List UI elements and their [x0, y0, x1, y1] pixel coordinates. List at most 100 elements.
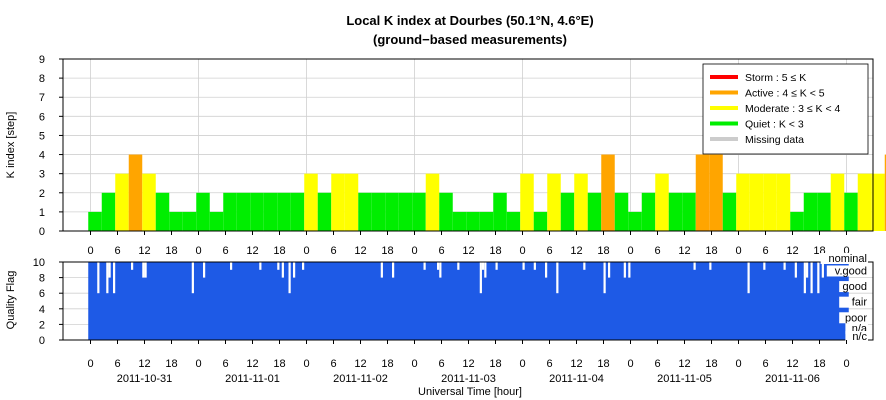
k-bar [88, 211, 102, 231]
quality-dip [495, 262, 498, 270]
k-x-tick-label: 0 [87, 245, 93, 257]
k-x-tick-label: 6 [762, 245, 768, 257]
k-x-tick-label: 0 [303, 245, 309, 257]
k-bar [722, 192, 737, 231]
q-x-tick-label: 18 [273, 358, 285, 370]
quality-dip [794, 262, 797, 278]
q-x-tick-label: 12 [246, 358, 258, 370]
k-x-tick-label: 18 [597, 245, 609, 257]
quality-dip [709, 262, 712, 270]
q-y-tick-label: 8 [39, 273, 45, 285]
q-x-tick-label: 0 [735, 358, 741, 370]
quality-dip [628, 262, 631, 278]
k-bar [290, 192, 305, 231]
k-bar [776, 173, 791, 231]
k-bar [196, 192, 210, 231]
k-bar [574, 173, 588, 231]
k-bar [412, 192, 426, 231]
quality-dip [817, 262, 820, 294]
quality-dip [437, 262, 440, 270]
q-x-tick-label: 18 [381, 358, 393, 370]
k-y-tick-label: 6 [39, 111, 45, 123]
q-x-tick-label: 18 [489, 358, 501, 370]
legend-label-active: Active : 4 ≤ K < 5 [745, 88, 825, 100]
quality-level-bg [845, 323, 868, 335]
date-label: 2011-11-04 [549, 373, 604, 385]
k-bar [169, 211, 183, 231]
k-bar [871, 173, 885, 231]
quality-dip [545, 262, 548, 278]
x-axis-label: Universal Time [hour] [418, 386, 522, 398]
q-x-tick-label: 0 [519, 358, 525, 370]
k-x-tick-label: 6 [546, 245, 552, 257]
k-bar [830, 173, 845, 231]
k-bar [128, 154, 143, 231]
quality-level-label: good [843, 281, 867, 293]
quality-dip [533, 262, 536, 270]
q-x-tick-label: 0 [411, 358, 417, 370]
quality-dip [302, 262, 305, 270]
quality-dip [484, 262, 487, 278]
q-x-tick-label: 6 [330, 358, 336, 370]
quality-dip [113, 262, 116, 294]
q-y-tick-label: 10 [33, 257, 45, 269]
k-bar [560, 192, 575, 231]
quality-dip [281, 262, 284, 278]
q-x-tick-label: 12 [462, 358, 474, 370]
quality-dip [803, 262, 806, 294]
k-x-tick-label: 0 [195, 245, 201, 257]
quality-dip [556, 262, 559, 294]
quality-level-label: n/c [852, 331, 867, 343]
k-bar [682, 192, 696, 231]
q-x-tick-label: 0 [87, 358, 93, 370]
k-x-tick-label: 18 [381, 245, 393, 257]
k-x-tick-label: 6 [330, 245, 336, 257]
quality-dip [230, 262, 233, 270]
k-bar [277, 192, 291, 231]
legend-label-moderate: Moderate : 3 ≤ K < 4 [745, 103, 841, 115]
k-x-tick-label: 0 [627, 245, 633, 257]
k-bar [223, 192, 237, 231]
k-y-tick-label: 1 [39, 207, 45, 219]
date-labels: 2011-10-31 2011-11-01 2011-11-02 2011-11-03… [117, 373, 820, 385]
quality-dip [131, 262, 134, 270]
q-x-tick-label: 6 [762, 358, 768, 370]
date-label: 2011-11-01 [225, 373, 280, 385]
k-bar [425, 173, 440, 231]
date-label: 2011-11-06 [765, 373, 820, 385]
k-x-tick-label: 12 [354, 245, 366, 257]
q-x-tick-label: 6 [222, 358, 228, 370]
k-y-tick-label: 7 [39, 92, 45, 104]
quality-dip [439, 262, 442, 278]
quality-dip [763, 262, 766, 270]
k-x-tick-label: 6 [222, 245, 228, 257]
chart-subtitle: (ground−based measurements) [373, 32, 567, 47]
k-y-tick-label: 8 [39, 73, 45, 85]
k-bar [601, 154, 615, 231]
q-x-tick-label: 12 [786, 358, 798, 370]
q-x-tick-label: 12 [354, 358, 366, 370]
k-index-y-axis-label: K index [step] [5, 112, 17, 179]
quality-dip [259, 262, 262, 270]
k-bar [452, 211, 467, 231]
quality-dip [747, 262, 750, 294]
q-x-tick-label: 6 [654, 358, 660, 370]
k-bar [695, 154, 710, 231]
quality-dip [203, 262, 206, 278]
q-x-tick-label: 0 [195, 358, 201, 370]
k-x-tick-label: 0 [735, 245, 741, 257]
quality-dip [277, 262, 280, 270]
k-bar [250, 192, 264, 231]
quality-bar-fill [88, 262, 849, 340]
k-bar [209, 211, 224, 231]
quality-level-bg [820, 253, 868, 264]
quality-dip [623, 262, 626, 278]
k-index-y-ticks: 0 1 2 3 4 5 6 7 8 9 [39, 54, 63, 238]
quality-dip [806, 262, 809, 278]
k-bar [844, 192, 858, 231]
quality-level-label: nominal [828, 253, 867, 265]
k-bar [398, 192, 413, 231]
